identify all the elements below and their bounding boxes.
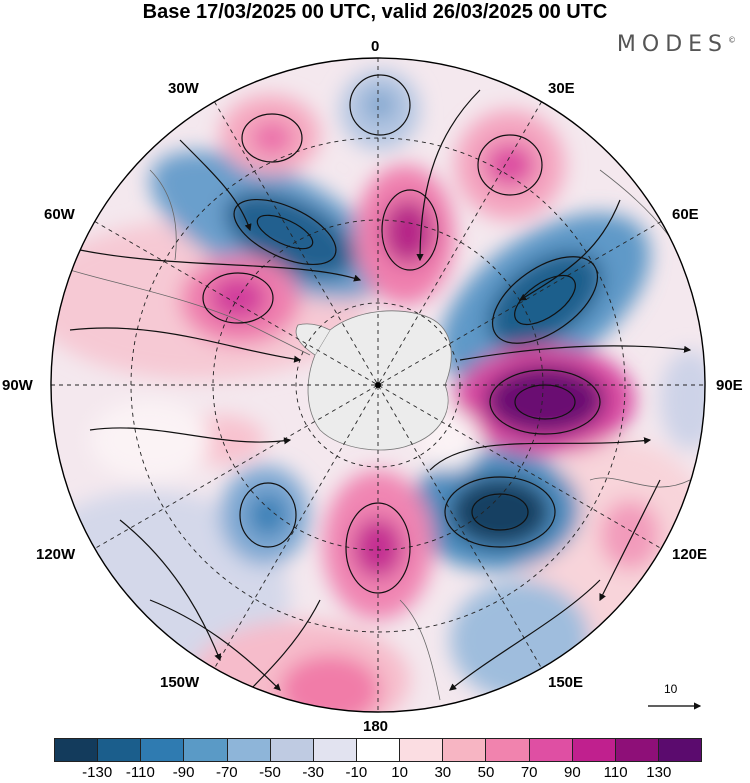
colorbar-segment xyxy=(54,738,99,762)
colorbar-tick-label: 10 xyxy=(391,764,408,781)
lon-label-90e: 90E xyxy=(716,377,743,394)
colorbar-tick-label: 90 xyxy=(564,764,581,781)
colorbar-segment xyxy=(356,738,401,762)
colorbar-segment xyxy=(529,738,573,762)
antarctica-landmass xyxy=(307,310,452,451)
map-boundary xyxy=(50,57,706,713)
colorbar-segment xyxy=(615,738,659,762)
lon-label-30e: 30E xyxy=(548,80,575,97)
colorbar-tick-label: 70 xyxy=(520,764,538,781)
colorbar-tick-label: -10 xyxy=(345,764,368,781)
colorbar-segment xyxy=(443,738,487,762)
colorbar-tick-label: -110 xyxy=(125,764,155,781)
lon-label-150e: 150E xyxy=(548,674,584,691)
colorbar-segment xyxy=(141,738,185,762)
colorbar-tick-label: -90 xyxy=(172,764,195,781)
copyright-mark: © xyxy=(728,35,736,45)
map-title: Base 17/03/2025 00 UTC, valid 26/03/2025… xyxy=(142,1,608,23)
lon-label-60e: 60E xyxy=(672,206,699,223)
colorbar-segment xyxy=(98,738,142,762)
colorbar-tick-label: -70 xyxy=(215,764,238,781)
lon-label-30w: 30W xyxy=(168,80,199,97)
colorbar-tick-label: 110 xyxy=(603,764,628,781)
colorbar-tick-label: -130 xyxy=(82,764,113,781)
colorbar-tick-label: 30 xyxy=(434,764,452,781)
colorbar-tick-label: 50 xyxy=(477,764,495,781)
colorbar-tick-label: -50 xyxy=(259,764,281,781)
colorbar-tick-label: 130 xyxy=(646,764,672,781)
colorbar-segment xyxy=(400,738,444,762)
lon-label-90w: 90W xyxy=(2,377,33,394)
colorbar-segment xyxy=(227,738,271,762)
lon-label-120e: 120E xyxy=(672,546,708,563)
lon-label-60w: 60W xyxy=(44,206,75,223)
colorbar-segment xyxy=(184,738,228,762)
colorbar-segment xyxy=(313,738,357,762)
brand-text: MODES xyxy=(616,32,728,57)
colorbar xyxy=(54,738,703,762)
modes-logo: MODES© xyxy=(617,32,736,57)
colorbar-segment xyxy=(486,738,530,762)
colorbar-segment xyxy=(658,738,703,762)
colorbar-segment xyxy=(270,738,314,762)
graticule xyxy=(51,58,705,712)
colorbar-tick-label: -30 xyxy=(302,764,325,781)
lon-label-150w: 150W xyxy=(160,674,200,691)
lon-label-180: 180 xyxy=(363,718,389,735)
reference-vector-label: 10 xyxy=(664,682,678,696)
lon-label-0: 0 xyxy=(371,38,380,55)
lon-label-120w: 120W xyxy=(36,546,76,563)
anomaly-field xyxy=(51,58,705,712)
colorbar-segment xyxy=(572,738,616,762)
wind-streamlines xyxy=(69,74,692,701)
